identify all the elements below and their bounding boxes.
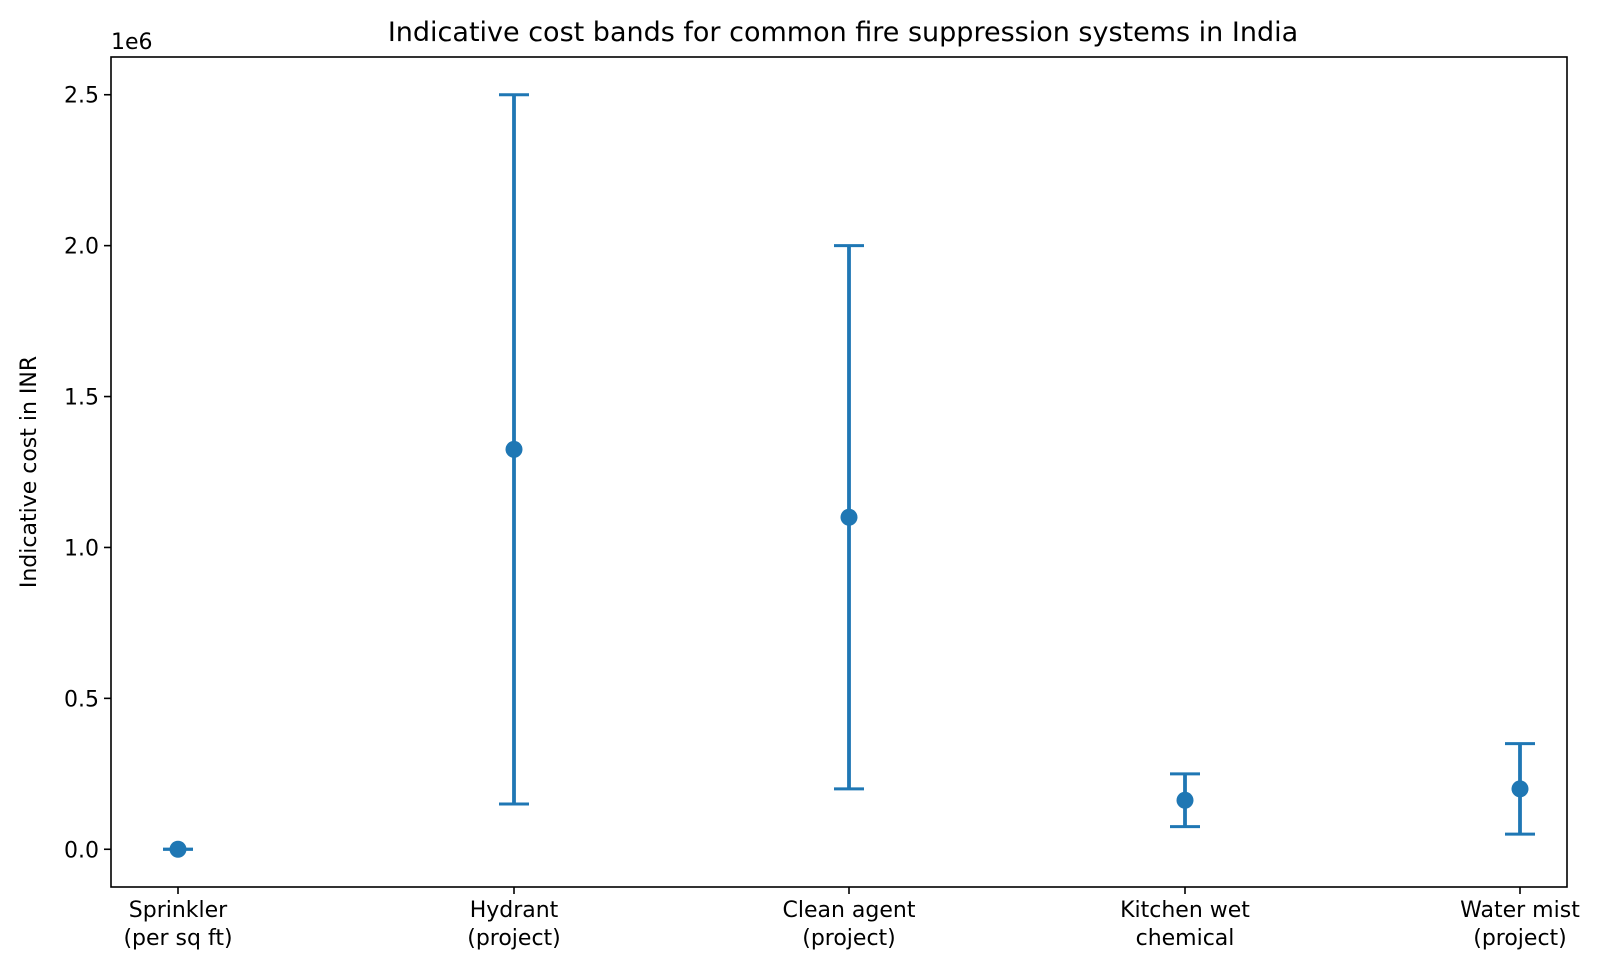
error-bar-group [1170, 772, 1200, 829]
y-tick-label: 1.5 [64, 386, 99, 411]
data-point [840, 508, 858, 526]
plot-frame [110, 56, 1568, 888]
error-bar-group [499, 93, 529, 806]
y-axis-offset-label: 1e6 [111, 30, 153, 55]
y-tick-label: 1.0 [64, 536, 99, 561]
x-tick-label: Clean agent [783, 898, 916, 923]
x-tick-label: (per sq ft) [123, 926, 232, 951]
data-point [1511, 780, 1529, 798]
x-tick-label: Sprinkler [129, 898, 228, 923]
chart-title: Indicative cost bands for common fire su… [388, 17, 1298, 48]
y-tick-label: 0.5 [64, 687, 99, 712]
plot-area: 0.0 0.5 1.0 1.5 2.0 2.5 Sprinkler (per sq ft) Hy… [64, 84, 1580, 951]
data-point [505, 440, 523, 458]
error-bar-group [834, 244, 864, 791]
x-tick-label: Kitchen wet [1120, 898, 1250, 923]
x-tick-label: (project) [467, 926, 561, 951]
data-point [1176, 791, 1194, 809]
x-tick-label: Water mist [1460, 898, 1580, 923]
x-tick-label: (project) [802, 926, 896, 951]
x-tick-label: Hydrant [470, 898, 559, 923]
y-axis-label: Indicative cost in INR [17, 356, 42, 588]
y-tick-label: 2.0 [64, 235, 99, 260]
y-tick-label: 0.0 [64, 838, 99, 863]
x-tick-label: chemical [1136, 926, 1235, 951]
data-point [169, 840, 187, 858]
x-tick-label: (project) [1473, 926, 1567, 951]
error-bar-group [163, 840, 193, 858]
y-tick-label: 2.5 [64, 84, 99, 109]
error-bar-group [1505, 742, 1535, 836]
